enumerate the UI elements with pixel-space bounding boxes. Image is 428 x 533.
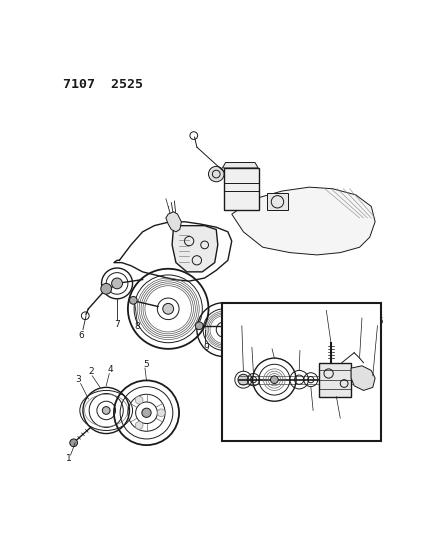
- Circle shape: [129, 296, 137, 304]
- Bar: [267, 193, 288, 210]
- Circle shape: [142, 408, 151, 417]
- Circle shape: [101, 284, 112, 294]
- Text: 3: 3: [75, 375, 81, 384]
- Polygon shape: [232, 187, 375, 255]
- Circle shape: [208, 166, 224, 182]
- Bar: [318, 363, 351, 397]
- Text: 1: 1: [66, 455, 72, 464]
- Text: 11: 11: [244, 339, 256, 348]
- Text: 13: 13: [296, 342, 307, 351]
- Circle shape: [102, 407, 110, 414]
- Text: 14: 14: [319, 302, 330, 311]
- Ellipse shape: [158, 409, 165, 417]
- Polygon shape: [166, 212, 181, 232]
- Circle shape: [270, 376, 278, 384]
- Circle shape: [195, 322, 203, 329]
- Text: 5: 5: [144, 360, 149, 369]
- Text: 10: 10: [235, 318, 247, 326]
- Text: 12: 12: [265, 341, 276, 350]
- Text: 16: 16: [373, 318, 385, 326]
- Bar: [223, 303, 381, 441]
- Circle shape: [163, 303, 174, 314]
- Text: 17: 17: [336, 417, 348, 426]
- Ellipse shape: [135, 422, 143, 429]
- Circle shape: [70, 439, 77, 447]
- Text: 9: 9: [203, 343, 209, 352]
- Text: 8: 8: [134, 322, 140, 331]
- Text: 4: 4: [108, 365, 114, 374]
- Circle shape: [238, 374, 249, 385]
- Text: 6: 6: [78, 330, 84, 340]
- Text: 15: 15: [358, 310, 369, 319]
- Text: 7: 7: [114, 320, 120, 329]
- Polygon shape: [230, 309, 263, 353]
- Circle shape: [112, 278, 122, 289]
- Bar: [224, 168, 259, 210]
- Polygon shape: [223, 163, 258, 168]
- Ellipse shape: [135, 396, 143, 404]
- Text: 11: 11: [310, 410, 321, 419]
- Text: 2: 2: [88, 367, 93, 376]
- Polygon shape: [172, 225, 218, 272]
- Text: 7107  2525: 7107 2525: [63, 78, 143, 91]
- Polygon shape: [351, 366, 375, 391]
